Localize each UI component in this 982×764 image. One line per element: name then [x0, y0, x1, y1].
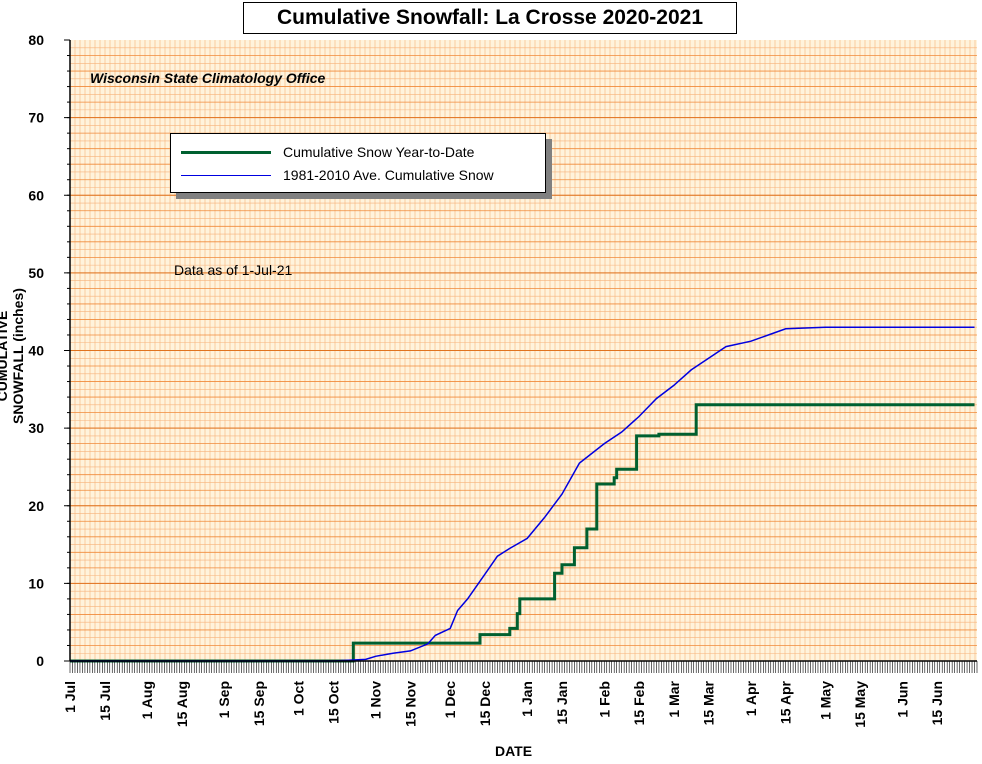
x-tick-label: 15 Aug [174, 681, 190, 727]
x-tick-label: 15 Mar [701, 680, 717, 725]
y-axis-label: CUMULATIVE SNOWFALL (inches) [0, 288, 26, 424]
y-tick-label: 0 [36, 653, 44, 669]
x-tick-label: 15 Jun [929, 681, 945, 725]
x-tick-label: 1 Aug [139, 681, 155, 719]
x-axis-label: DATE [495, 743, 533, 759]
legend-label-average: 1981-2010 Ave. Cumulative Snow [283, 167, 494, 183]
x-tick-label: 1 Sep [216, 681, 232, 718]
axes-layer: 0 10 20 30 40 50 60 70 80 1 Jul 15 Jul 1 Aug 15 Aug 1… [28, 32, 978, 728]
x-tick-label: 15 Jul [97, 681, 113, 721]
x-tick-label: 15 Jan [554, 681, 570, 725]
x-tick-label: 15 May [852, 681, 868, 728]
x-tick-label: 1 May [817, 681, 833, 720]
y-tick-label: 60 [28, 187, 44, 203]
x-tick-label: 1 Jun [894, 681, 910, 718]
x-tick-label: 15 Feb [631, 681, 647, 725]
x-tick-label: 15 Dec [477, 681, 493, 726]
data-date-note: Data as of 1-Jul-21 [174, 262, 293, 278]
chart-title: Cumulative Snowfall: La Crosse 2020-2021 [243, 2, 737, 34]
series-line-ytd [70, 403, 975, 663]
y-tick-label: 20 [28, 498, 44, 514]
legend-swatch-average [181, 174, 271, 176]
x-tick-label: 1 Feb [596, 681, 612, 718]
y-tick-label: 50 [28, 265, 44, 281]
x-tick-label: 15 Oct [325, 681, 341, 724]
legend-entry-average: 1981-2010 Ave. Cumulative Snow [181, 167, 494, 183]
x-tick-label: 15 Nov [402, 681, 418, 727]
legend: Cumulative Snow Year-to-Date 1981-2010 A… [170, 133, 546, 193]
legend-entry-ytd: Cumulative Snow Year-to-Date [181, 144, 474, 160]
y-tick-label: 10 [28, 575, 44, 591]
x-tick-label: 1 Jul [62, 681, 78, 713]
y-tick-label: 80 [28, 32, 44, 48]
y-tick-label: 40 [28, 343, 44, 359]
x-tick-label: 1 Mar [666, 680, 682, 717]
x-tick-label: 15 Apr [778, 680, 794, 724]
y-tick-label: 30 [28, 420, 44, 436]
x-tick-label: 1 Nov [368, 681, 384, 719]
chart-subtitle: Wisconsin State Climatology Office [90, 70, 326, 86]
x-tick-label: 15 Sep [251, 681, 267, 726]
x-tick-label: 1 Dec [442, 681, 458, 719]
x-tick-label: 1 Apr [743, 680, 759, 716]
y-tick-label: 70 [28, 110, 44, 126]
legend-label-ytd: Cumulative Snow Year-to-Date [283, 144, 475, 160]
series-layer [70, 326, 975, 663]
series-line-average [70, 326, 975, 662]
legend-swatch-ytd [181, 150, 271, 154]
x-tick-label: 1 Oct [291, 681, 307, 716]
x-tick-label: 1 Jan [519, 681, 535, 717]
